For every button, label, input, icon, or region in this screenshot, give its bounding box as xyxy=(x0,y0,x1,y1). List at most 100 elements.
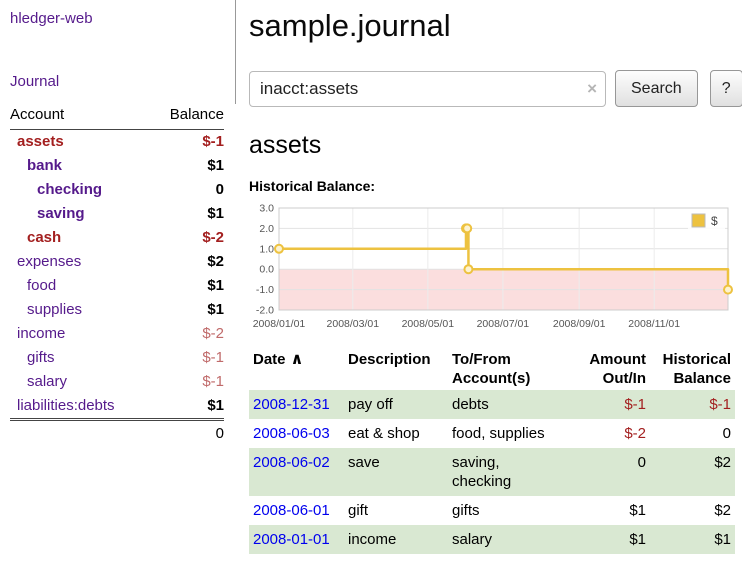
account-row: income $-2 xyxy=(10,322,224,346)
register-header-historical: Historical Balance xyxy=(662,351,731,387)
sort-ascending-icon: ∧ xyxy=(290,351,304,368)
account-title: assets xyxy=(249,131,322,159)
transaction-balance: $1 xyxy=(714,531,731,548)
transaction-description: save xyxy=(348,454,380,471)
clear-search-icon[interactable]: × xyxy=(587,78,597,98)
account-link-saving[interactable]: saving xyxy=(37,205,85,222)
account-row: salary $-1 xyxy=(10,370,224,394)
register-header-amount: Amount Out/In xyxy=(589,351,646,387)
register-header-date[interactable]: Date ∧ xyxy=(253,351,304,368)
register-row: 2008-06-02 save saving, checking 0 $2 xyxy=(249,448,735,496)
svg-text:$: $ xyxy=(711,214,718,228)
account-balance: $-1 xyxy=(202,373,224,390)
account-link-cash[interactable]: cash xyxy=(27,229,62,246)
sidebar-divider xyxy=(235,0,236,104)
register-row: 2008-12-31 pay off debts $-1 $-1 xyxy=(249,390,735,419)
register-header-to/from: To/From Account(s) xyxy=(452,351,531,387)
transaction-accounts: food, supplies xyxy=(452,425,545,442)
account-row: bank $1 xyxy=(10,154,224,178)
transaction-amount: $-2 xyxy=(624,425,646,442)
app-title-link[interactable]: hledger-web xyxy=(10,10,93,27)
accounts-header-balance: Balance xyxy=(150,104,224,130)
search-row: × Search ? xyxy=(249,70,742,107)
account-link-supplies[interactable]: supplies xyxy=(27,301,83,318)
account-link-gifts[interactable]: gifts xyxy=(27,349,55,366)
register-header-description: Description xyxy=(348,351,431,368)
svg-text:2008/11/01: 2008/11/01 xyxy=(628,318,680,330)
account-balance: $1 xyxy=(207,397,224,414)
account-link-bank[interactable]: bank xyxy=(27,157,63,174)
svg-text:2008/07/01: 2008/07/01 xyxy=(477,318,530,330)
accounts-body: assets $-1 bank $1 checking 0 saving $1 cash $-2 e… xyxy=(10,130,224,420)
register-header-row: Date ∧ Description To/From Account(s) Amount… xyxy=(249,348,735,390)
transaction-date-link[interactable]: 2008-01-01 xyxy=(253,531,330,548)
transaction-amount: $-1 xyxy=(624,396,646,413)
main-content: sample.journal × Search ? assets Histori… xyxy=(236,0,742,554)
transaction-description: pay off xyxy=(348,396,393,413)
account-row: checking 0 xyxy=(10,178,224,202)
svg-text:0.0: 0.0 xyxy=(259,264,274,276)
account-balance: $2 xyxy=(207,253,224,270)
accounts-table: Account Balance assets $-1 bank $1 checking 0… xyxy=(10,104,224,446)
account-balance: $-1 xyxy=(202,133,224,150)
search-box: × xyxy=(249,70,606,107)
account-link-salary[interactable]: salary xyxy=(27,373,68,390)
transaction-accounts: debts xyxy=(452,396,489,413)
account-row: expenses $2 xyxy=(10,250,224,274)
account-link-assets[interactable]: assets xyxy=(17,133,64,150)
svg-text:2008/03/01: 2008/03/01 xyxy=(327,318,380,330)
register-row: 2008-06-01 gift gifts $1 $2 xyxy=(249,496,735,525)
transaction-description: income xyxy=(348,531,397,548)
transaction-date-link[interactable]: 2008-06-03 xyxy=(253,425,330,442)
help-button[interactable]: ? xyxy=(709,70,742,107)
transaction-amount: 0 xyxy=(637,454,646,471)
chart-label: Historical Balance: xyxy=(249,178,376,194)
transaction-accounts: saving, checking xyxy=(452,454,512,490)
transaction-balance: $-1 xyxy=(709,396,731,413)
transaction-balance: 0 xyxy=(722,425,731,442)
svg-text:2.0: 2.0 xyxy=(259,223,274,235)
transaction-amount: $1 xyxy=(629,531,646,548)
sidebar-item-journal[interactable]: Journal xyxy=(10,73,60,90)
account-link-income[interactable]: income xyxy=(17,325,66,342)
sidebar: hledger-web Journal Account Balance asse… xyxy=(0,0,236,554)
account-balance: $1 xyxy=(207,157,224,174)
accounts-header-row: Account Balance xyxy=(10,104,224,130)
account-row: supplies $1 xyxy=(10,298,224,322)
account-link-food[interactable]: food xyxy=(27,277,57,294)
account-balance: $-2 xyxy=(202,229,224,246)
register-head: Date ∧ Description To/From Account(s) Amount… xyxy=(249,348,735,390)
account-balance: $-1 xyxy=(202,349,224,366)
transaction-accounts: gifts xyxy=(452,502,480,519)
transaction-date-link[interactable]: 2008-06-01 xyxy=(253,502,330,519)
sidebar-nav: Journal xyxy=(10,73,224,90)
account-row: assets $-1 xyxy=(10,130,224,155)
transaction-date-link[interactable]: 2008-06-02 xyxy=(253,454,330,471)
svg-text:1.0: 1.0 xyxy=(259,243,274,255)
svg-text:-1.0: -1.0 xyxy=(256,284,274,296)
svg-text:2008/09/01: 2008/09/01 xyxy=(553,318,606,330)
svg-text:2008/05/01: 2008/05/01 xyxy=(402,318,455,330)
transaction-balance: $2 xyxy=(714,502,731,519)
accounts-total-value: 0 xyxy=(150,418,224,446)
accounts-total-row: 0 xyxy=(10,418,224,446)
transaction-description: eat & shop xyxy=(348,425,420,442)
account-link-expenses[interactable]: expenses xyxy=(17,253,82,270)
register-row: 2008-01-01 income salary $1 $1 xyxy=(249,525,735,554)
search-button[interactable]: Search xyxy=(615,70,698,107)
transaction-date-link[interactable]: 2008-12-31 xyxy=(253,396,330,413)
account-row: gifts $-1 xyxy=(10,346,224,370)
transaction-amount: $1 xyxy=(629,502,646,519)
register-body: 2008-12-31 pay off debts $-1 $-1 2008-06-03 ea… xyxy=(249,390,735,554)
account-row: liabilities:debts $1 xyxy=(10,394,224,420)
accounts-total-spacer xyxy=(10,418,151,446)
account-row: cash $-2 xyxy=(10,226,224,250)
accounts-header-account: Account xyxy=(10,104,151,130)
register-row: 2008-06-03 eat & shop food, supplies $-2 0 xyxy=(249,419,735,448)
account-link-liabilities-debts[interactable]: liabilities:debts xyxy=(17,397,115,414)
search-input[interactable] xyxy=(249,70,606,107)
account-balance: $1 xyxy=(207,301,224,318)
transaction-accounts: salary xyxy=(452,531,493,548)
account-link-checking[interactable]: checking xyxy=(37,181,103,198)
